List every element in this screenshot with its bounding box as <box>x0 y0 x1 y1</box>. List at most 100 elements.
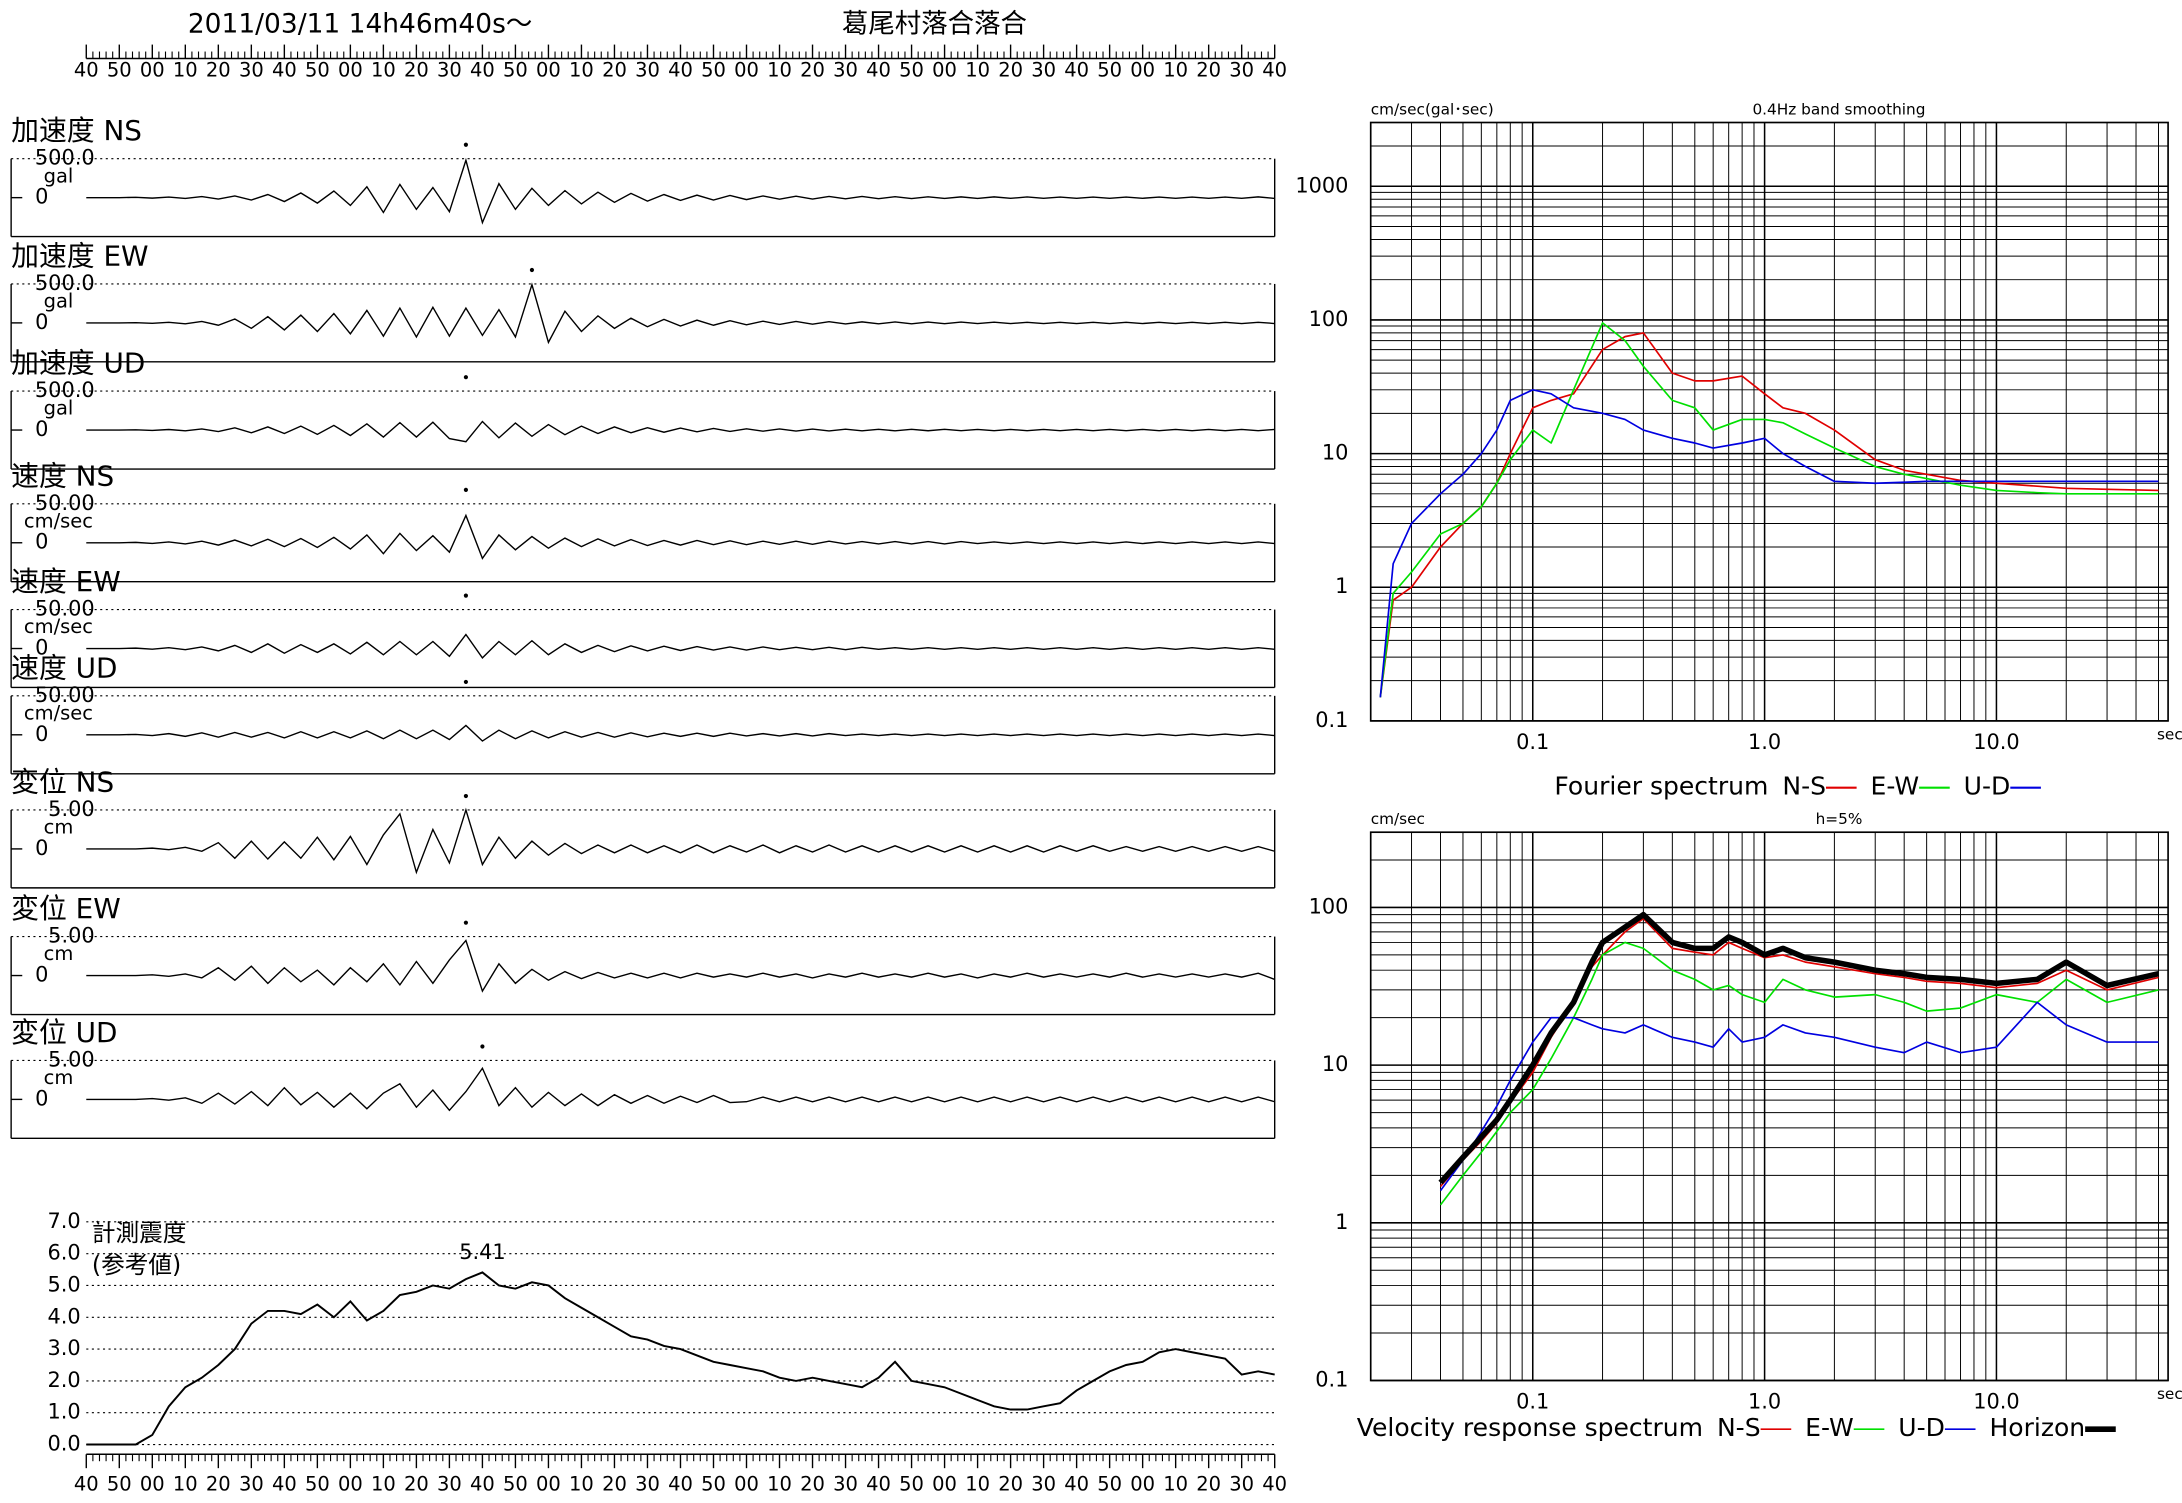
time-tick-label: 40 <box>1064 59 1089 82</box>
peak-dot <box>463 487 468 492</box>
time-tick-label: 20 <box>404 1472 429 1495</box>
time-tick-label: 40 <box>866 59 891 82</box>
x-tick-label: 0.1 <box>1516 730 1549 754</box>
y-tick-label: 0 <box>35 722 48 746</box>
time-tick-label: 30 <box>833 1472 858 1495</box>
datetime: 2011/03/11 14h46m40s〜 <box>188 9 532 40</box>
waveform <box>86 939 1275 993</box>
trace-title: 速度 UD <box>11 651 117 684</box>
time-tick-label: 50 <box>899 59 924 82</box>
time-tick-label: 20 <box>998 59 1023 82</box>
time-tick-label: 00 <box>1130 1472 1155 1495</box>
chart-title: 計測震度 <box>92 1219 187 1247</box>
peak-dot <box>529 267 535 273</box>
time-tick-label: 10 <box>371 59 396 82</box>
y-tick-label: 50.00 <box>35 683 95 707</box>
peak-dot <box>463 679 468 685</box>
unit-label: cm <box>44 942 74 965</box>
y-tick-label: 0 <box>35 185 48 209</box>
time-tick-label: 30 <box>437 59 462 82</box>
legend-label: N-S <box>1782 772 1826 801</box>
plot-frame <box>1369 121 2169 722</box>
y-tick-label: 0 <box>35 963 48 987</box>
time-tick-label: 40 <box>1262 59 1287 82</box>
y-tick-label: 1.0 <box>48 1400 81 1424</box>
time-tick-label: 50 <box>1097 59 1122 82</box>
time-tick-label: 00 <box>734 59 759 82</box>
waveform <box>86 724 1275 742</box>
time-tick-label: 00 <box>536 59 561 82</box>
y-tick-label: 100 <box>1309 894 1349 918</box>
time-tick-label: 00 <box>338 59 363 82</box>
time-tick-label: 10 <box>569 1472 594 1495</box>
time-tick-label: 50 <box>107 59 132 82</box>
time-tick-label: 40 <box>668 59 693 82</box>
time-tick-label: 10 <box>767 59 792 82</box>
time-tick-label: 20 <box>206 1472 231 1495</box>
y-tick-label: 5.00 <box>48 1047 94 1071</box>
time-tick-label: 30 <box>1031 59 1056 82</box>
time-tick-label: 20 <box>404 59 429 82</box>
spectrum-line <box>1439 941 2159 1206</box>
time-tick-label: 20 <box>602 1472 627 1495</box>
y-tick-label: 6.0 <box>48 1241 81 1265</box>
x-tick-label: 10.0 <box>1973 1390 2019 1414</box>
time-tick-label: 30 <box>239 59 264 82</box>
time-tick-label: 50 <box>503 59 528 82</box>
unit-label: gal <box>44 290 74 313</box>
waveform <box>86 157 1275 225</box>
time-tick-label: 10 <box>965 1472 990 1495</box>
y-tick-label: 2.0 <box>48 1368 81 1392</box>
y-tick-label: 10 <box>1322 441 1349 465</box>
x-tick-label: 1.0 <box>1748 1390 1781 1414</box>
time-tick-label: 10 <box>569 59 594 82</box>
y-tick-label: 1000 <box>1295 173 1348 197</box>
waveform <box>86 633 1275 659</box>
spectrum-line <box>1438 911 2160 1185</box>
time-tick-label: 00 <box>140 59 165 82</box>
time-tick-label: 40 <box>74 59 99 82</box>
time-tick-label: 20 <box>206 59 231 82</box>
trace-title: 変位 EW <box>11 892 121 925</box>
time-tick-label: 10 <box>173 59 198 82</box>
time-tick-label: 20 <box>602 59 627 82</box>
time-tick-label: 50 <box>503 1472 528 1495</box>
waveform <box>86 807 1275 875</box>
trace-title: 速度 NS <box>11 459 114 492</box>
y-tick-label: 0 <box>35 1086 48 1110</box>
legend-label: E-W <box>1805 1413 1854 1442</box>
time-tick-label: 40 <box>470 59 495 82</box>
time-tick-label: 00 <box>1130 59 1155 82</box>
x-axis-label: sec <box>2157 1385 2182 1403</box>
unit-label: gal <box>44 397 74 420</box>
time-tick-label: 20 <box>800 59 825 82</box>
time-tick-label: 30 <box>437 1472 462 1495</box>
time-tick-label: 50 <box>701 1472 726 1495</box>
time-tick-label: 40 <box>1262 1472 1287 1495</box>
trace-title: 加速度 NS <box>11 114 142 147</box>
y-tick-label: 500.0 <box>35 146 95 170</box>
legend-label: Horizon <box>1989 1413 2085 1442</box>
legend-label: N-S <box>1717 1413 1761 1442</box>
time-tick-label: 10 <box>1163 1472 1188 1495</box>
intensity-line <box>86 1271 1275 1446</box>
y-tick-label: 0.1 <box>1315 708 1348 732</box>
legend-title: Fourier spectrum <box>1554 772 1768 801</box>
x-tick-label: 1.0 <box>1748 730 1781 754</box>
waveform <box>86 1066 1275 1112</box>
peak-dot <box>463 793 468 799</box>
time-tick-label: 30 <box>1031 1472 1056 1495</box>
y-tick-label: 100 <box>1309 307 1349 331</box>
y-tick-label: 5.00 <box>48 924 94 948</box>
time-tick-label: 30 <box>635 59 660 82</box>
y-tick-label: 10 <box>1322 1052 1349 1076</box>
time-tick-label: 30 <box>1229 1472 1254 1495</box>
y-tick-label: 5.0 <box>48 1272 81 1296</box>
unit-label: cm/sec <box>24 701 93 724</box>
x-axis-label: sec <box>2157 725 2182 743</box>
waveform <box>86 420 1275 443</box>
x-tick-label: 0.1 <box>1516 1390 1549 1414</box>
peak-dot <box>480 1044 485 1049</box>
time-tick-label: 00 <box>932 59 957 82</box>
